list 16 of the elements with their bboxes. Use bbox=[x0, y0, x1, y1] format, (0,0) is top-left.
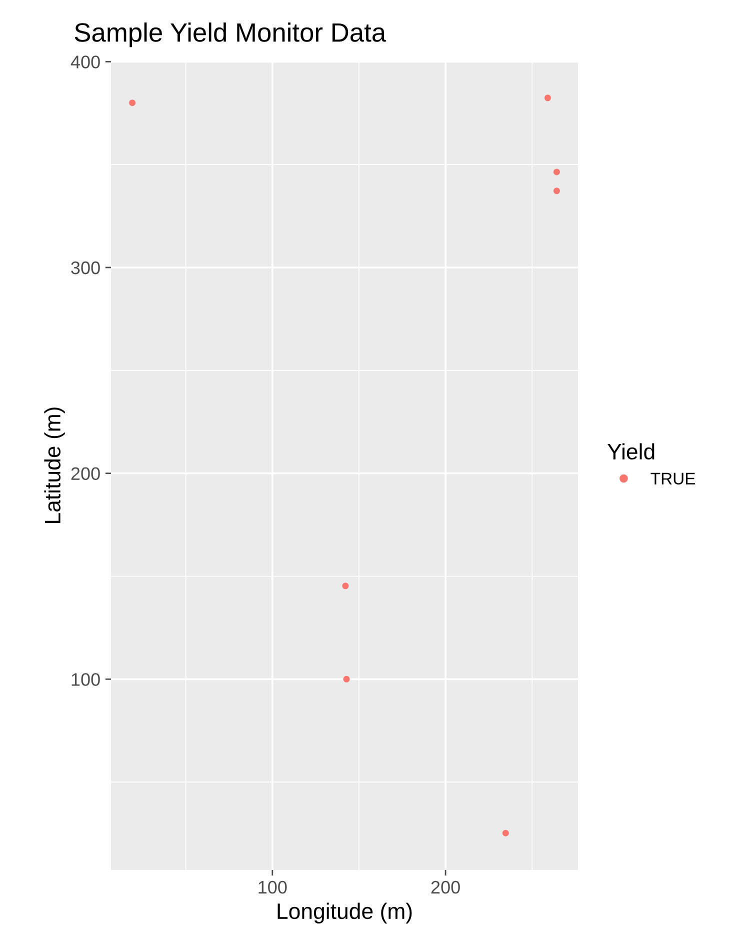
point bbox=[129, 100, 136, 106]
point bbox=[502, 830, 509, 836]
legend-title: Yield bbox=[608, 443, 654, 460]
point bbox=[544, 94, 551, 102]
chart-title: Sample Yield Monitor Data bbox=[74, 22, 386, 48]
legend-label: TRUE bbox=[650, 472, 696, 485]
point bbox=[343, 676, 350, 682]
y-tick-label: 200 bbox=[71, 467, 100, 480]
y-axis-title: Latitude (m) bbox=[44, 408, 65, 523]
x-axis-title: Longitude (m) bbox=[278, 902, 412, 924]
y-tick-label: 100 bbox=[72, 673, 100, 686]
point bbox=[553, 168, 560, 176]
point bbox=[553, 188, 560, 194]
y-tick-label: 400 bbox=[70, 56, 100, 68]
point bbox=[342, 582, 349, 590]
y-tick-label: 300 bbox=[71, 261, 100, 274]
